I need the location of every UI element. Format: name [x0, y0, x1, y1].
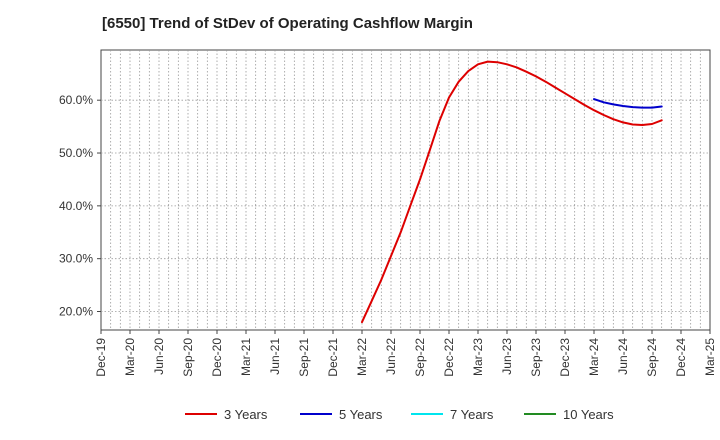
- x-tick-label: Mar-21: [239, 338, 253, 376]
- legend: 3 Years 5 Years 7 Years 10 Years: [185, 407, 614, 422]
- x-tick-label: Jun-22: [384, 338, 398, 375]
- x-tick-label: Jun-20: [152, 338, 166, 375]
- legend-label: 7 Years: [450, 407, 494, 422]
- x-tick-label: Jun-21: [268, 338, 282, 375]
- x-tick-label: Sep-22: [413, 338, 427, 377]
- x-tick-label: Sep-21: [297, 338, 311, 377]
- x-tick-label: Jun-23: [500, 338, 514, 375]
- series-line-3-years: [361, 60, 663, 324]
- x-tick-label: Sep-23: [529, 338, 543, 377]
- y-tick-label: 30.0%: [59, 252, 93, 266]
- x-tick-label: Mar-23: [471, 338, 485, 376]
- x-tick-label: Mar-22: [355, 338, 369, 376]
- x-tick-label: Mar-20: [123, 338, 137, 376]
- plot-frame: [100, 49, 711, 331]
- y-tick-label: 60.0%: [59, 93, 93, 107]
- x-tick-label: Dec-24: [674, 338, 688, 377]
- legend-label: 3 Years: [224, 407, 268, 422]
- series-lines: [361, 60, 663, 324]
- y-tick-label: 50.0%: [59, 146, 93, 160]
- x-tick-label: Mar-24: [587, 338, 601, 376]
- legend-label: 10 Years: [563, 407, 614, 422]
- x-tick-label: Dec-23: [558, 338, 572, 377]
- x-axis-ticks: Dec-19 Mar-20 Jun-20 Sep-20 Dec-20 Mar-21 Jun-…: [94, 330, 717, 377]
- gridlines: [101, 50, 710, 330]
- x-tick-label: Sep-24: [645, 338, 659, 377]
- chart-title: [6550] Trend of StDev of Operating Cashf…: [102, 15, 473, 32]
- x-tick-label: Sep-20: [181, 338, 195, 377]
- y-tick-label: 20.0%: [59, 305, 93, 319]
- plot-area: [100, 49, 711, 331]
- y-tick-label: 40.0%: [59, 199, 93, 213]
- x-tick-label: Dec-19: [94, 338, 108, 377]
- x-tick-label: Jun-24: [616, 338, 630, 375]
- x-tick-label: Dec-22: [442, 338, 456, 377]
- y-axis-ticks: 20.0% 30.0% 40.0% 50.0% 60.0%: [59, 93, 101, 319]
- x-tick-label: Mar-25: [703, 338, 717, 376]
- legend-label: 5 Years: [339, 407, 383, 422]
- series-line-5-years: [593, 98, 663, 109]
- x-tick-label: Dec-20: [210, 338, 224, 377]
- x-tick-label: Dec-21: [326, 338, 340, 377]
